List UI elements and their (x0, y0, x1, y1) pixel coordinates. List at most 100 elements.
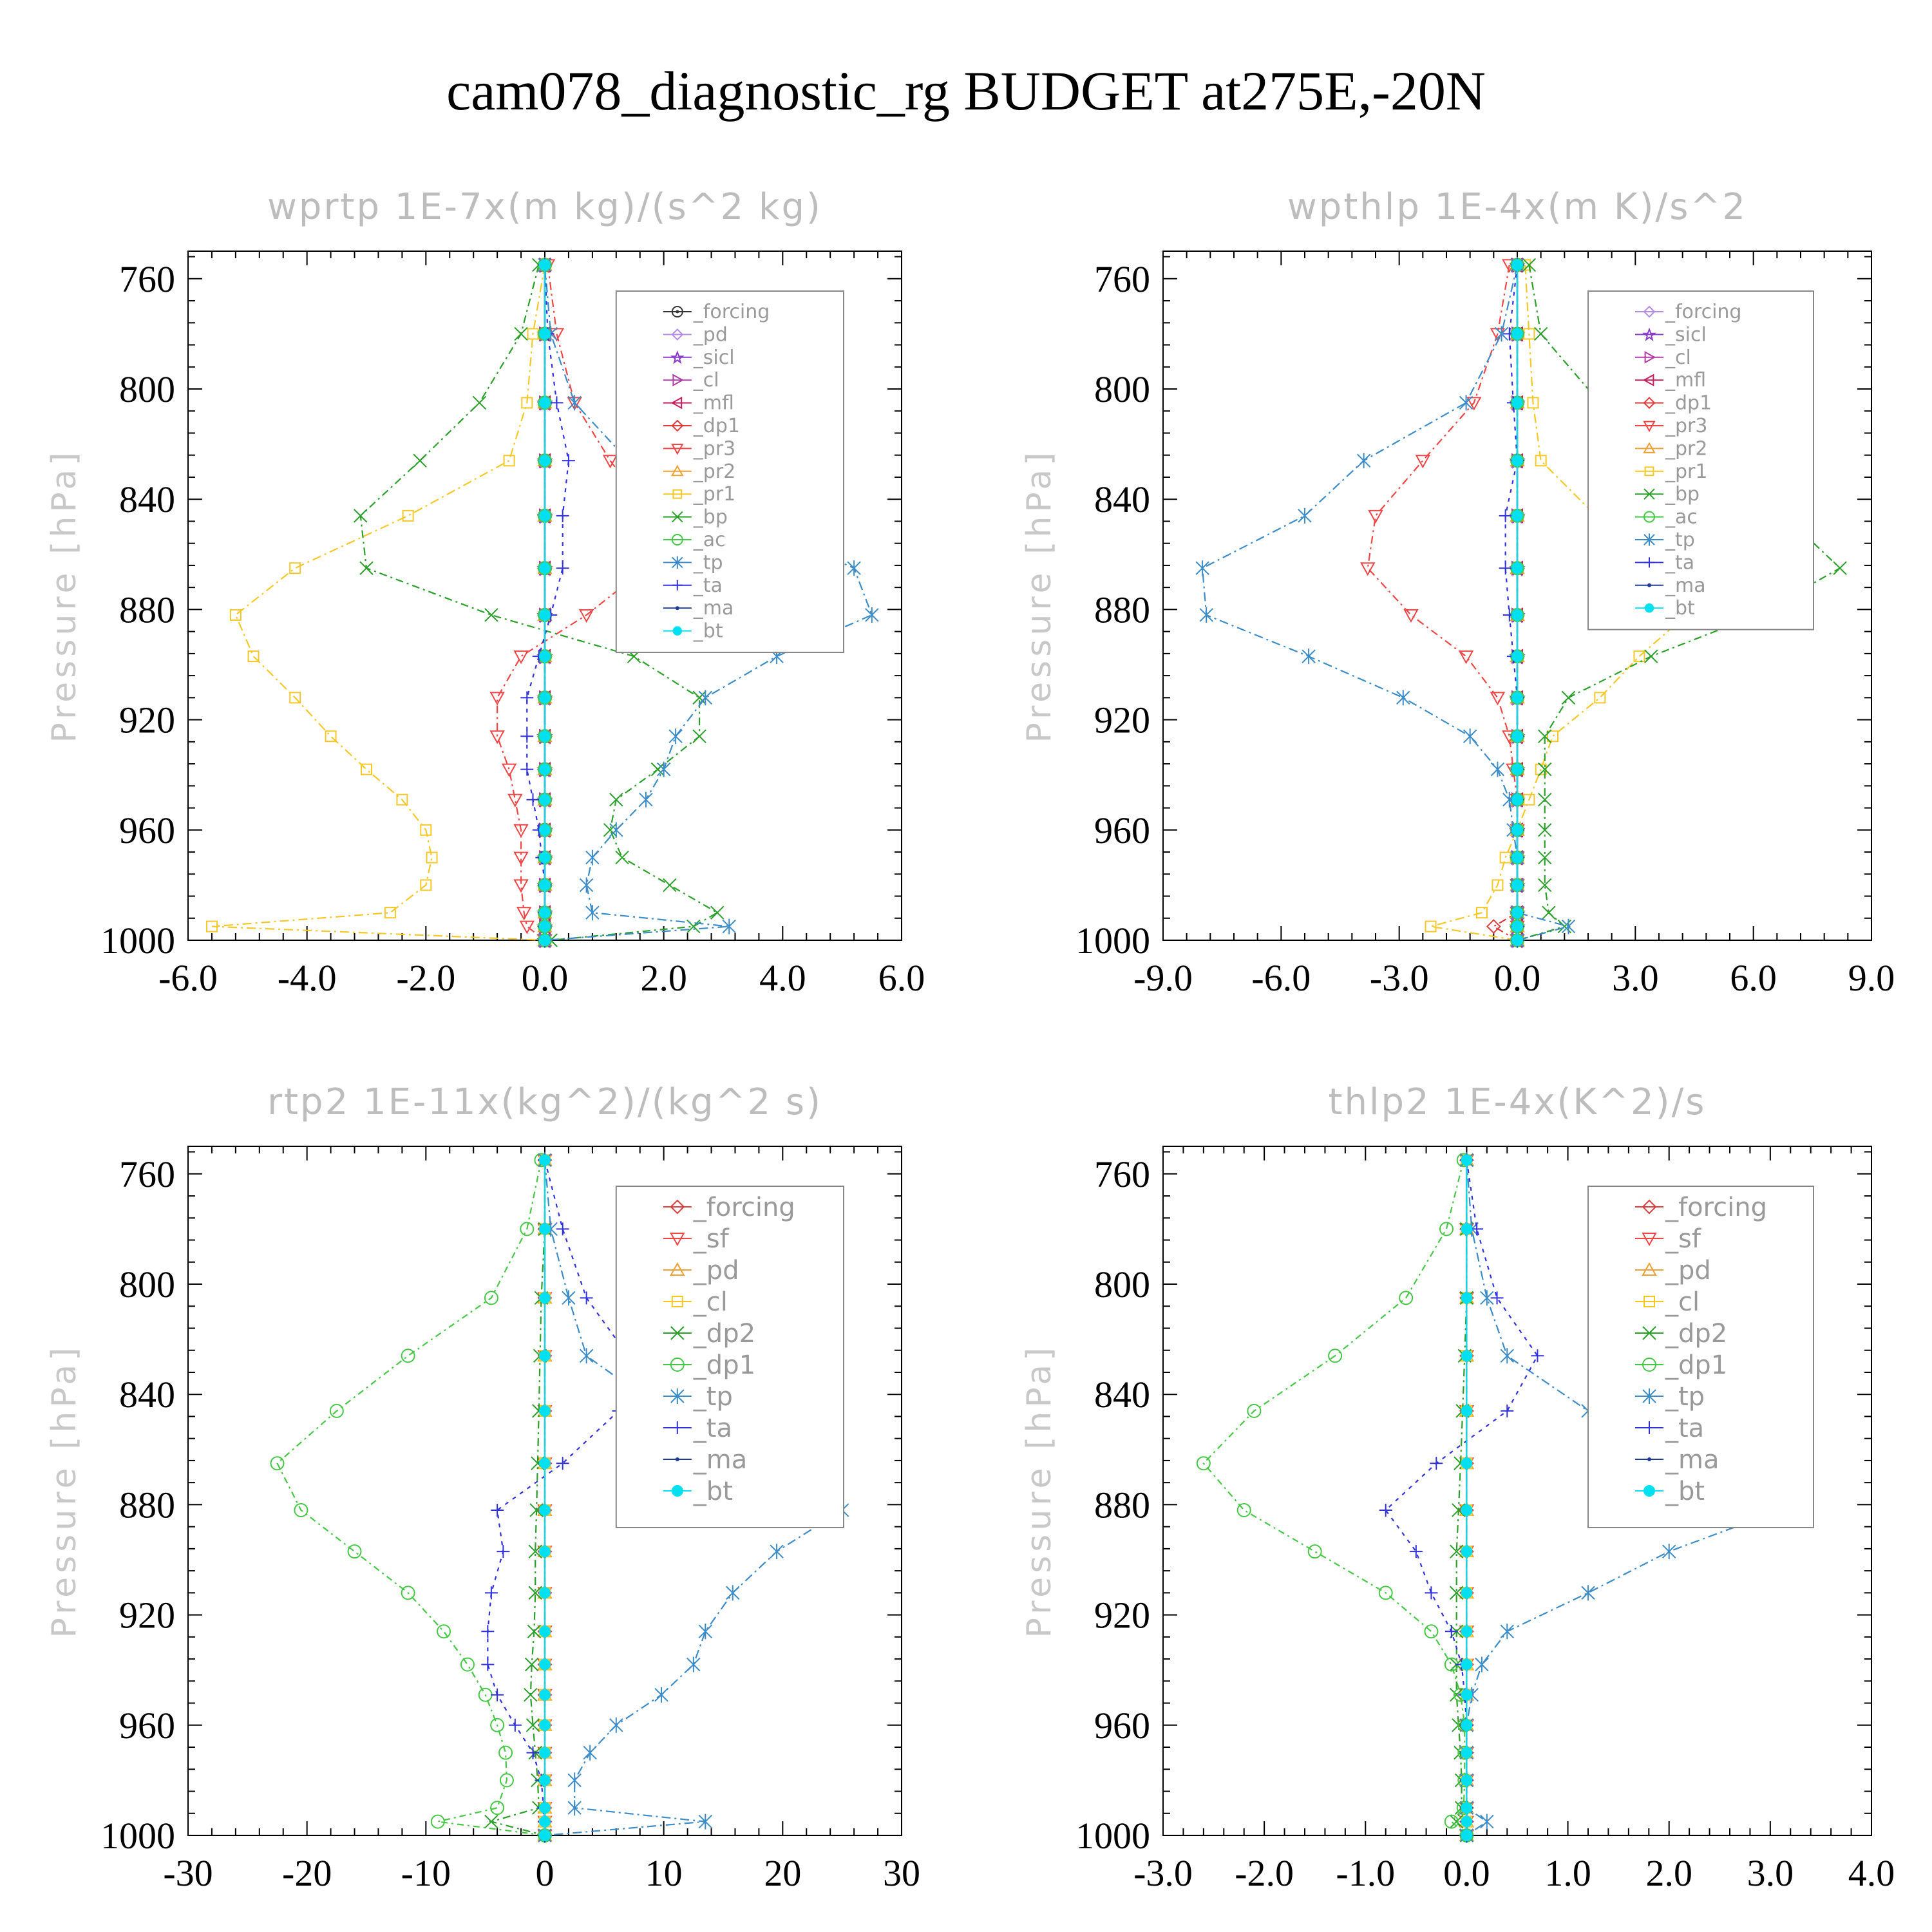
legend-label: _forcing (1665, 1193, 1767, 1222)
x-tick-label: -30 (163, 1852, 213, 1894)
legend-marker (671, 419, 684, 432)
x-tick-label: -2.0 (1235, 1852, 1294, 1894)
data-point (562, 1290, 576, 1306)
data-point (1461, 1802, 1473, 1814)
x-tick-label: 6.0 (878, 957, 925, 999)
x-tick-label: -3.0 (1370, 957, 1429, 999)
legend-label: _dp1 (693, 1350, 755, 1380)
data-point (656, 761, 671, 777)
data-point (579, 877, 594, 893)
legend-marker (671, 534, 683, 545)
data-point (770, 1544, 784, 1560)
series-ta (520, 258, 575, 947)
series-line (487, 1160, 629, 1835)
data-point (698, 1814, 713, 1830)
data-point (1403, 609, 1419, 623)
x-tick-label: 4.0 (1848, 1852, 1895, 1894)
data-point (526, 1746, 540, 1759)
data-point (539, 1625, 551, 1638)
data-point (1511, 562, 1523, 574)
data-point (484, 608, 498, 622)
x-tick-label: 20 (764, 1852, 801, 1894)
legend-marker (1642, 1199, 1657, 1215)
series-bt (1461, 1154, 1473, 1841)
legend-label: _forcing (1665, 301, 1741, 323)
data-point (539, 1350, 551, 1362)
legend-label: _cl (693, 1287, 728, 1317)
data-point (1561, 918, 1576, 934)
data-point (384, 907, 396, 919)
data-point (1581, 1585, 1595, 1601)
legend-label: _ta (1665, 1414, 1704, 1443)
y-tick-label: 1000 (100, 920, 175, 961)
panel-4: thlp2 1E-4x(K^2)/s Pressure [hPa] 760 800 84… (1020, 1081, 1895, 1894)
y-tick-label: 920 (119, 699, 175, 741)
legend-marker (1643, 421, 1656, 433)
x-tick-label: 0.0 (522, 957, 569, 999)
data-point (539, 920, 551, 933)
data-point (205, 920, 218, 933)
data-point (1470, 1222, 1484, 1236)
legend-marker (671, 464, 684, 477)
data-point (539, 851, 551, 864)
data-point (1307, 1544, 1322, 1559)
legend-label: _tp (693, 1382, 733, 1412)
legend-marker (670, 1262, 685, 1276)
data-point (484, 1586, 498, 1600)
data-point (426, 851, 438, 864)
data-point (539, 1719, 551, 1731)
data-point (401, 1586, 415, 1600)
data-point (489, 730, 505, 744)
data-point (726, 1585, 740, 1601)
panel-title: wpthlp 1E-4x(m K)/s^2 (1287, 186, 1747, 228)
data-point (1461, 1625, 1473, 1638)
data-point (1466, 397, 1482, 411)
data-point (484, 1814, 498, 1829)
data-point (539, 824, 551, 836)
data-point (615, 850, 629, 865)
data-point (539, 1658, 551, 1671)
data-point (1379, 1503, 1392, 1517)
y-tick-label: 840 (1094, 478, 1150, 520)
data-point (1511, 851, 1523, 864)
data-point (539, 1457, 551, 1470)
x-tick-label: 6.0 (1730, 957, 1777, 999)
legend-label: _ta (1665, 551, 1694, 574)
x-tick-label: 9.0 (1848, 957, 1895, 999)
data-point (481, 1625, 495, 1638)
legend-label: _cl (693, 369, 719, 392)
x-tick-label: 0.0 (1443, 1852, 1490, 1894)
data-point (578, 609, 594, 623)
legend-marker (670, 1199, 685, 1215)
data-point (1450, 1814, 1464, 1829)
data-point (508, 1718, 522, 1732)
series-bt (1511, 259, 1523, 946)
data-point (539, 1154, 551, 1166)
legend-marker (1642, 1388, 1656, 1404)
data-point (556, 1457, 569, 1470)
data-point (1511, 793, 1523, 806)
y-tick-label: 840 (119, 1374, 175, 1416)
data-point (1450, 1586, 1464, 1600)
data-point (609, 822, 623, 838)
data-point (1511, 920, 1523, 933)
series-line (1367, 265, 1519, 940)
data-point (1511, 328, 1523, 340)
data-point (567, 1772, 582, 1788)
data-point (603, 823, 618, 837)
x-tick-label: -1.0 (1336, 1852, 1395, 1894)
legend-label: _bp (693, 506, 728, 529)
data-point (539, 1830, 551, 1841)
data-point (1396, 690, 1410, 706)
data-point (491, 1688, 504, 1701)
x-tick-label: 0.0 (1494, 957, 1541, 999)
data-point (1461, 1457, 1473, 1470)
data-point (1538, 823, 1552, 837)
data-point (1444, 1814, 1459, 1829)
legend-marker (670, 1388, 685, 1404)
data-point (413, 453, 427, 468)
data-point (1461, 1774, 1473, 1786)
data-point (556, 1222, 569, 1236)
legend-label: _ac (693, 529, 726, 551)
series-dp2 (1450, 1153, 1474, 1842)
